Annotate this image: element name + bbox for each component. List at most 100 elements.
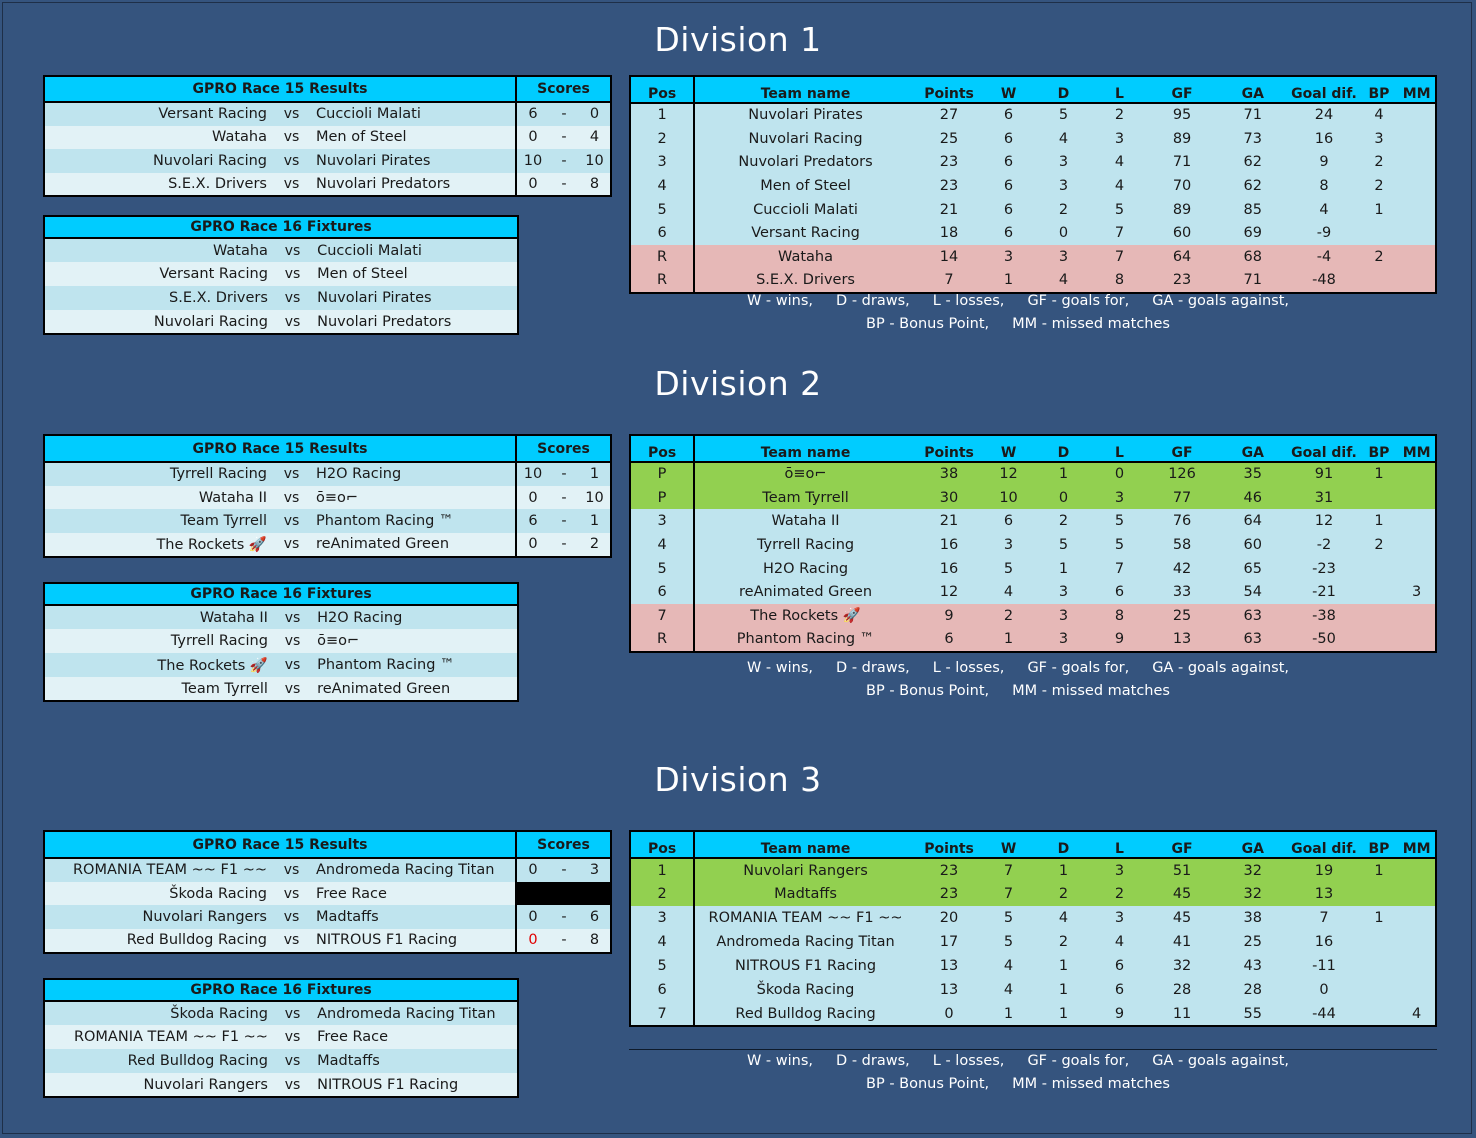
points-cell: 21 bbox=[915, 509, 983, 534]
goal-difference-cell: 16 bbox=[1288, 930, 1360, 954]
result-row: Wataha vs Men of Steel 0- 4 bbox=[44, 125, 612, 149]
losses-cell: 5 bbox=[1091, 533, 1147, 557]
legend: W - wins, D - draws, L - losses, GF - go… bbox=[629, 1050, 1407, 1096]
missed-matches-cell bbox=[1398, 906, 1436, 930]
losses-cell: 3 bbox=[1091, 485, 1147, 510]
home-score: 0 bbox=[515, 533, 550, 557]
column-header-l: L bbox=[1091, 76, 1147, 104]
result-row: Team Tyrrell vs Phantom Racing ™ 6- 1 bbox=[44, 509, 612, 534]
fixture-row: ROMANIA TEAM ~~ F1 ~~ vs Free Race bbox=[44, 1025, 518, 1049]
goals-for-cell: 89 bbox=[1146, 197, 1218, 222]
goal-difference-cell: -50 bbox=[1288, 627, 1360, 652]
bonus-points-cell bbox=[1359, 604, 1399, 628]
goals-for-cell: 45 bbox=[1146, 882, 1218, 906]
missed-matches-cell bbox=[1398, 268, 1436, 293]
column-header-mm: MM bbox=[1398, 831, 1436, 859]
wins-cell: 7 bbox=[982, 882, 1035, 906]
legend-line: W - wins, D - draws, L - losses, GF - go… bbox=[746, 293, 1290, 309]
away-team: Free Race bbox=[317, 1029, 389, 1045]
draws-cell: 1 bbox=[1035, 978, 1092, 1002]
points-cell: 27 bbox=[915, 103, 983, 127]
goals-against-cell: 60 bbox=[1217, 533, 1289, 557]
legend-line: W - wins, D - draws, L - losses, GF - go… bbox=[746, 660, 1290, 676]
missed-matches-cell bbox=[1398, 462, 1436, 486]
points-cell: 23 bbox=[915, 858, 983, 882]
bonus-points-cell bbox=[1359, 1002, 1399, 1026]
results-header: GPRO Race 15 Results bbox=[44, 435, 517, 463]
home-team: Wataha bbox=[213, 242, 268, 259]
fixture-row: The Rockets 🚀 vs Phantom Racing ™ bbox=[44, 653, 518, 677]
vs-label: vs bbox=[284, 1005, 301, 1022]
wins-cell: 6 bbox=[982, 197, 1035, 222]
position-cell: 5 bbox=[630, 197, 696, 222]
vs-label: vs bbox=[283, 106, 300, 123]
goal-difference-cell: -48 bbox=[1288, 268, 1360, 293]
fixtures-table: GPRO Race 16 Fixtures Wataha vs Cuccioli Ma… bbox=[43, 215, 519, 335]
goal-difference-cell: 0 bbox=[1288, 978, 1360, 1002]
losses-cell: 7 bbox=[1091, 556, 1147, 581]
goal-difference-cell: -21 bbox=[1288, 580, 1360, 605]
team-name-cell: Nuvolari Racing bbox=[694, 126, 916, 151]
goal-difference-cell: 13 bbox=[1288, 882, 1360, 906]
losses-cell: 8 bbox=[1091, 268, 1147, 293]
column-header-pos: Pos bbox=[630, 435, 696, 463]
goals-against-cell: 55 bbox=[1217, 1002, 1289, 1026]
away-team: H2O Racing bbox=[317, 609, 403, 626]
score-dash: - bbox=[561, 536, 567, 553]
bonus-points-cell bbox=[1359, 556, 1399, 581]
bonus-points-cell: 2 bbox=[1359, 150, 1399, 175]
wins-cell: 7 bbox=[982, 858, 1035, 882]
team-name-cell: Nuvolari Predators bbox=[694, 150, 916, 175]
goals-for-cell: 71 bbox=[1146, 150, 1218, 175]
home-team: Team Tyrrell bbox=[181, 680, 268, 697]
goal-difference-cell: 9 bbox=[1288, 150, 1360, 175]
team-name-cell: ROMANIA TEAM ~~ F1 ~~ bbox=[694, 906, 916, 930]
goals-against-cell: 63 bbox=[1217, 627, 1289, 652]
position-cell: 4 bbox=[630, 533, 696, 557]
losses-cell: 2 bbox=[1091, 882, 1147, 906]
wins-cell: 5 bbox=[982, 556, 1035, 581]
missed-matches-cell bbox=[1398, 245, 1436, 269]
draws-cell: 3 bbox=[1035, 604, 1092, 628]
legend: W - wins, D - draws, L - losses, GF - go… bbox=[629, 290, 1407, 336]
division-title: Division 2 bbox=[654, 364, 822, 403]
column-header-points: Points bbox=[915, 831, 983, 859]
goal-difference-cell: 31 bbox=[1288, 485, 1360, 510]
column-header-w: W bbox=[982, 76, 1035, 104]
fixture-row: Nuvolari Rangers vs NITROUS F1 Racing bbox=[44, 1073, 518, 1097]
home-team: Team Tyrrell bbox=[180, 513, 267, 530]
home-score: 10 bbox=[515, 149, 550, 173]
team-name-cell: reAnimated Green bbox=[694, 580, 916, 605]
points-cell: 16 bbox=[915, 556, 983, 581]
legend-line: W - wins, D - draws, L - losses, GF - go… bbox=[746, 1053, 1290, 1069]
home-team: Tyrrell Racing bbox=[170, 633, 268, 649]
goals-against-cell: 63 bbox=[1217, 604, 1289, 628]
draws-cell: 1 bbox=[1035, 462, 1092, 486]
losses-cell: 8 bbox=[1091, 604, 1147, 628]
standings-row: 5 Cuccioli Malati 21 6 2 5 89 85 4 1 bbox=[630, 197, 1436, 222]
goals-for-cell: 77 bbox=[1146, 485, 1218, 510]
away-team: NITROUS F1 Racing bbox=[317, 1076, 459, 1093]
away-team: Cuccioli Malati bbox=[316, 106, 421, 123]
missed-matches-cell bbox=[1398, 556, 1436, 581]
missed-matches-cell bbox=[1398, 197, 1436, 222]
vs-label: vs bbox=[284, 242, 301, 259]
standings-row: 7 The Rockets 🚀 9 2 3 8 25 63 -38 bbox=[630, 604, 1436, 628]
draws-cell: 2 bbox=[1035, 509, 1092, 534]
losses-cell: 3 bbox=[1091, 126, 1147, 151]
position-cell: 7 bbox=[630, 1002, 696, 1026]
missed-matches-cell bbox=[1398, 150, 1436, 175]
home-score: 0 bbox=[515, 172, 550, 196]
goals-against-cell: 85 bbox=[1217, 197, 1289, 222]
score-dash: - bbox=[561, 862, 567, 879]
team-name-cell: Red Bulldog Racing bbox=[694, 1002, 916, 1026]
home-team: Tyrrell Racing bbox=[169, 466, 267, 483]
position-cell: 6 bbox=[630, 221, 696, 246]
goal-difference-cell: -44 bbox=[1288, 1002, 1360, 1026]
vs-label: vs bbox=[284, 266, 301, 282]
vs-label: vs bbox=[283, 129, 300, 146]
fixture-row: Red Bulldog Racing vs Madtaffs bbox=[44, 1049, 518, 1073]
losses-cell: 6 bbox=[1091, 580, 1147, 605]
bonus-points-cell bbox=[1359, 954, 1399, 978]
